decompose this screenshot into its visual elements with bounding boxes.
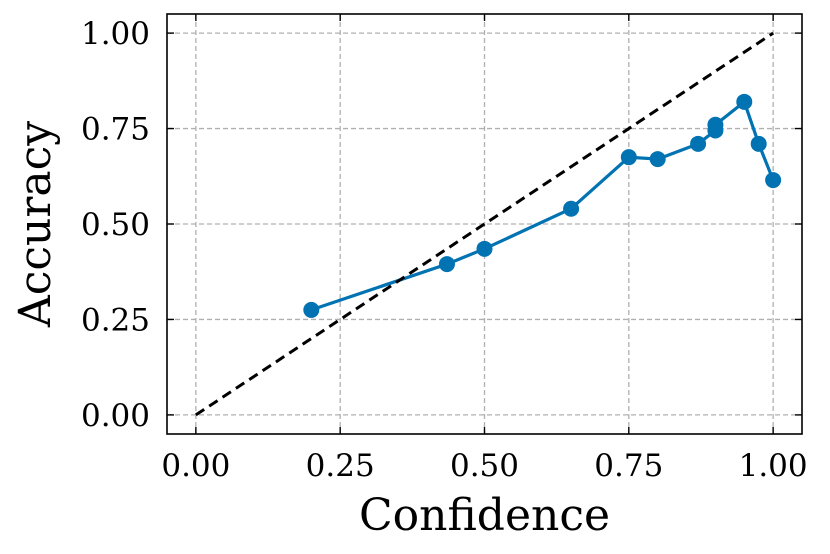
data-point [563, 200, 580, 217]
x-tick-label: 0.75 [594, 448, 663, 484]
data-point [707, 116, 724, 133]
grid-lines [167, 14, 802, 434]
y-tick-label: 0.25 [81, 302, 150, 338]
y-tick-label: 0.00 [81, 398, 150, 434]
diagonal-reference-series [195, 31, 774, 417]
data-point [620, 149, 637, 166]
x-tick-label: 1.00 [739, 448, 808, 484]
data-point [438, 256, 455, 273]
y-tick-label: 1.00 [81, 16, 150, 52]
data-point [765, 172, 782, 189]
calibration-series [303, 93, 782, 318]
x-tick-label: 0.00 [161, 448, 230, 484]
data-point [476, 240, 493, 257]
y-axis-label: Accuracy [10, 121, 61, 328]
x-tick-label: 0.50 [450, 448, 519, 484]
x-axis-label: Confidence [359, 490, 610, 541]
data-point [690, 135, 707, 152]
calibration-line [310, 100, 775, 312]
data-point [303, 301, 320, 318]
series-layer [195, 31, 782, 417]
x-tick-label: 0.25 [306, 448, 375, 484]
y-tick-label: 0.50 [81, 207, 150, 243]
reference-line [195, 31, 774, 417]
data-point [750, 135, 767, 152]
data-point [649, 151, 666, 168]
data-point [736, 93, 753, 110]
y-tick-label: 0.75 [81, 112, 150, 148]
ticks: 0.00 0.25 0.50 0.75 1.00 0.00 0.25 0.50 0.75 1.00 [81, 14, 808, 484]
